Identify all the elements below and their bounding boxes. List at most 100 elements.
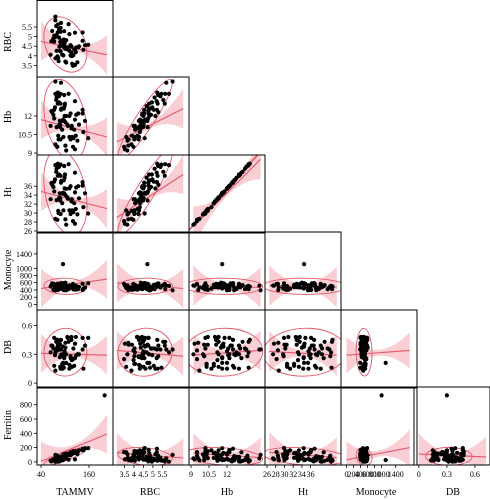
data-point <box>194 357 200 362</box>
data-point <box>230 180 236 185</box>
data-point <box>444 449 449 454</box>
data-point <box>80 107 85 112</box>
data-point <box>58 20 64 25</box>
data-point <box>58 107 64 112</box>
data-point <box>259 150 263 154</box>
data-point <box>62 92 67 98</box>
data-point <box>209 448 214 453</box>
data-point <box>153 186 158 191</box>
data-point <box>138 201 143 206</box>
data-point <box>285 452 290 457</box>
data-point <box>138 341 143 346</box>
data-point <box>165 155 167 156</box>
data-point <box>122 457 127 462</box>
data-point <box>222 457 227 462</box>
data-point <box>200 352 206 357</box>
data-point <box>48 458 53 463</box>
data-point <box>126 217 131 222</box>
data-point <box>159 365 164 370</box>
data-point <box>148 106 153 111</box>
data-point <box>170 452 175 457</box>
data-point <box>227 284 232 289</box>
data-point <box>71 449 76 454</box>
col-label-ht: Ht <box>298 487 308 498</box>
data-point <box>50 28 55 34</box>
data-point <box>80 180 85 185</box>
x-tick-label-tammv: 40 <box>37 470 45 479</box>
data-point <box>329 350 334 355</box>
data-point <box>67 366 72 371</box>
data-point <box>360 453 365 458</box>
data-point <box>132 210 137 215</box>
data-point <box>161 169 166 174</box>
data-point <box>295 350 301 355</box>
y-tick-label-ht: 28 <box>24 218 32 227</box>
y-tick-label-monocyte: 800 <box>20 272 32 281</box>
data-point <box>236 172 242 177</box>
data-point <box>76 449 81 454</box>
data-point <box>236 366 242 371</box>
panel-ferritin-vs-hb <box>188 386 266 466</box>
data-point <box>129 216 134 221</box>
data-point <box>221 344 226 349</box>
data-point <box>227 356 232 361</box>
data-point <box>319 454 325 459</box>
data-point <box>148 178 153 183</box>
data-point <box>147 283 152 288</box>
data-point <box>220 446 225 451</box>
data-point <box>282 458 287 463</box>
data-point <box>52 281 57 287</box>
data-point <box>80 335 85 340</box>
col-label-hb: Hb <box>221 487 233 498</box>
data-point <box>170 347 175 352</box>
data-point <box>239 450 244 455</box>
data-point <box>58 364 63 369</box>
data-point <box>76 196 82 201</box>
data-point <box>132 123 137 128</box>
data-point <box>153 366 158 371</box>
data-point <box>140 352 145 357</box>
y-tick-label-rbc: 4 <box>28 52 32 61</box>
data-point <box>53 79 58 84</box>
data-point <box>329 365 334 370</box>
data-point <box>302 262 307 267</box>
data-point <box>242 166 248 171</box>
panel-db-vs-rbc <box>112 309 190 389</box>
data-point <box>240 339 245 344</box>
data-point <box>257 283 262 288</box>
panel-frame <box>340 386 418 466</box>
data-point <box>211 361 216 366</box>
data-point <box>164 283 169 288</box>
data-point <box>216 285 221 290</box>
data-point <box>52 177 58 182</box>
data-point <box>211 201 216 206</box>
data-point <box>444 393 449 398</box>
data-point <box>58 342 63 347</box>
data-point <box>72 127 77 132</box>
data-point <box>164 80 169 85</box>
data-point <box>216 457 221 462</box>
data-point <box>129 368 134 373</box>
fit-line <box>40 433 108 462</box>
data-point <box>159 162 164 167</box>
data-point <box>359 346 364 351</box>
data-point <box>283 346 288 351</box>
data-point <box>140 453 145 458</box>
data-point <box>302 450 307 455</box>
data-point <box>62 352 68 357</box>
data-point <box>205 456 210 461</box>
data-point <box>220 356 225 361</box>
data-point <box>312 456 317 461</box>
data-point <box>55 90 60 95</box>
data-point <box>170 79 175 84</box>
data-point <box>58 180 64 185</box>
panel-frame <box>188 154 266 234</box>
fit-line <box>40 190 108 210</box>
axis-labels-layer: RBC Hb Ht Monocyte DB Ferritin TAMMV RBC… <box>3 32 460 498</box>
data-point <box>325 457 330 462</box>
data-point <box>66 22 71 27</box>
data-point <box>56 137 61 142</box>
row-label-monocyte: Monocyte <box>3 249 14 290</box>
data-point <box>166 350 172 355</box>
data-point <box>63 59 68 64</box>
